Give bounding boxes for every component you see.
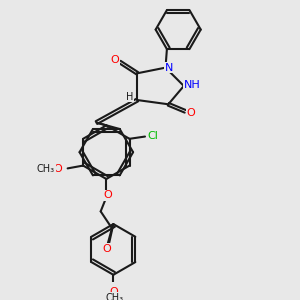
Text: O: O (53, 164, 62, 174)
Text: O: O (103, 190, 112, 200)
Text: O: O (102, 244, 111, 254)
Text: Cl: Cl (147, 131, 158, 141)
Text: O: O (187, 108, 195, 118)
Text: O: O (110, 55, 119, 65)
Text: N: N (165, 63, 173, 73)
Text: H: H (126, 92, 133, 102)
Text: CH₃: CH₃ (37, 164, 55, 174)
Text: O: O (110, 287, 118, 297)
Text: CH₃: CH₃ (105, 293, 123, 300)
Text: NH: NH (184, 80, 201, 90)
